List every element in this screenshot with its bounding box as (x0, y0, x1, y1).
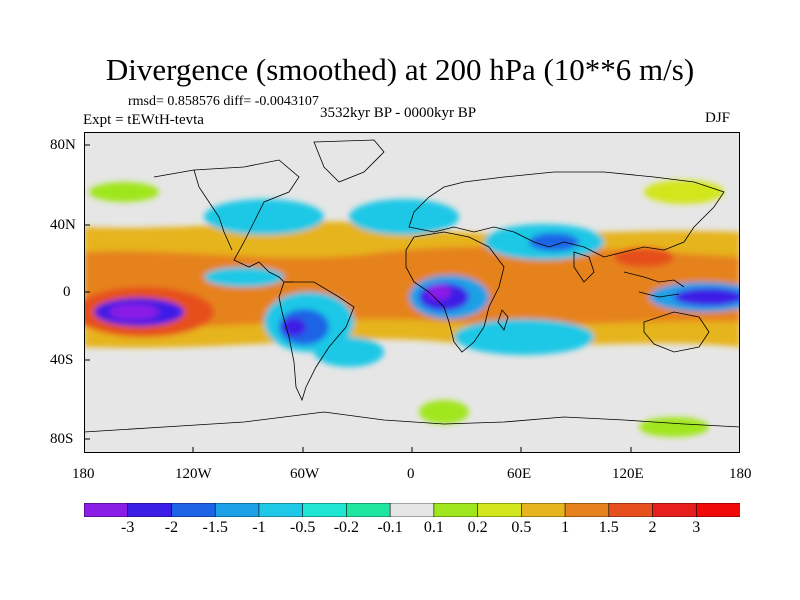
colorbar-label: 1 (561, 519, 570, 536)
x-label-120e: 120E (612, 466, 644, 482)
colorbar-label: 2 (648, 519, 657, 536)
y-label-80s: 80S (50, 431, 74, 447)
colorbar-swatch (258, 503, 304, 517)
colorbar-swatch (214, 503, 260, 517)
colorbar-swatch (84, 503, 129, 517)
y-label-40n: 40N (50, 217, 76, 233)
colorbar-label: 0.1 (423, 519, 444, 536)
axis-ticks (84, 144, 632, 453)
colorbar-label: -3 (121, 519, 135, 536)
y-label-40s: 40S (50, 352, 74, 368)
colorbar-swatch (652, 503, 698, 517)
colorbar (84, 503, 740, 517)
colorbar-label: 1.5 (598, 519, 619, 536)
map-panel (84, 132, 740, 453)
colorbar-swatch (127, 503, 173, 517)
colorbar-label: 3 (692, 519, 701, 536)
colorbar-swatch (564, 503, 610, 517)
x-label-180w: 180 (72, 466, 95, 482)
colorbar-swatch (521, 503, 566, 517)
colorbar-swatch (433, 503, 479, 517)
colorbar-swatch (608, 503, 654, 517)
colorbar-label: 0.2 (467, 519, 488, 536)
colorbar-label: -2 (164, 519, 179, 536)
colorbar-swatch (346, 503, 391, 517)
y-label-eq: 0 (63, 284, 71, 300)
x-label-0: 0 (407, 466, 415, 482)
colorbar-swatch (695, 503, 740, 517)
x-label-180e: 180 (729, 466, 752, 482)
colorbar-label: 0.5 (511, 519, 532, 536)
plot-title: Divergence (smoothed) at 200 hPa (10**6 … (105, 52, 695, 87)
y-label-80n: 80N (50, 137, 76, 153)
colorbar-label: -0.1 (377, 519, 403, 536)
experiment-label: Expt = tEWtH-tevta (83, 112, 204, 128)
x-label-120w: 120W (175, 466, 212, 482)
colorbar-label: -0.5 (289, 519, 316, 536)
colorbar-label: -0.2 (333, 519, 360, 536)
colorbar-swatch (477, 503, 523, 517)
stats-text: rmsd= 0.858576 diff= -0.0043107 (128, 94, 319, 109)
x-label-60e: 60E (507, 466, 532, 482)
season-label: DJF (705, 110, 731, 126)
coastlines (84, 139, 740, 433)
colorbar-swatch (389, 503, 435, 517)
period-label: 3532kyr BP - 0000kyr BP (320, 105, 477, 121)
colorbar-swatch (302, 503, 348, 517)
colorbar-label: -1 (252, 519, 266, 536)
colorbar-swatch (171, 503, 217, 517)
x-label-60w: 60W (290, 466, 320, 482)
colorbar-label: -1.5 (202, 519, 228, 536)
